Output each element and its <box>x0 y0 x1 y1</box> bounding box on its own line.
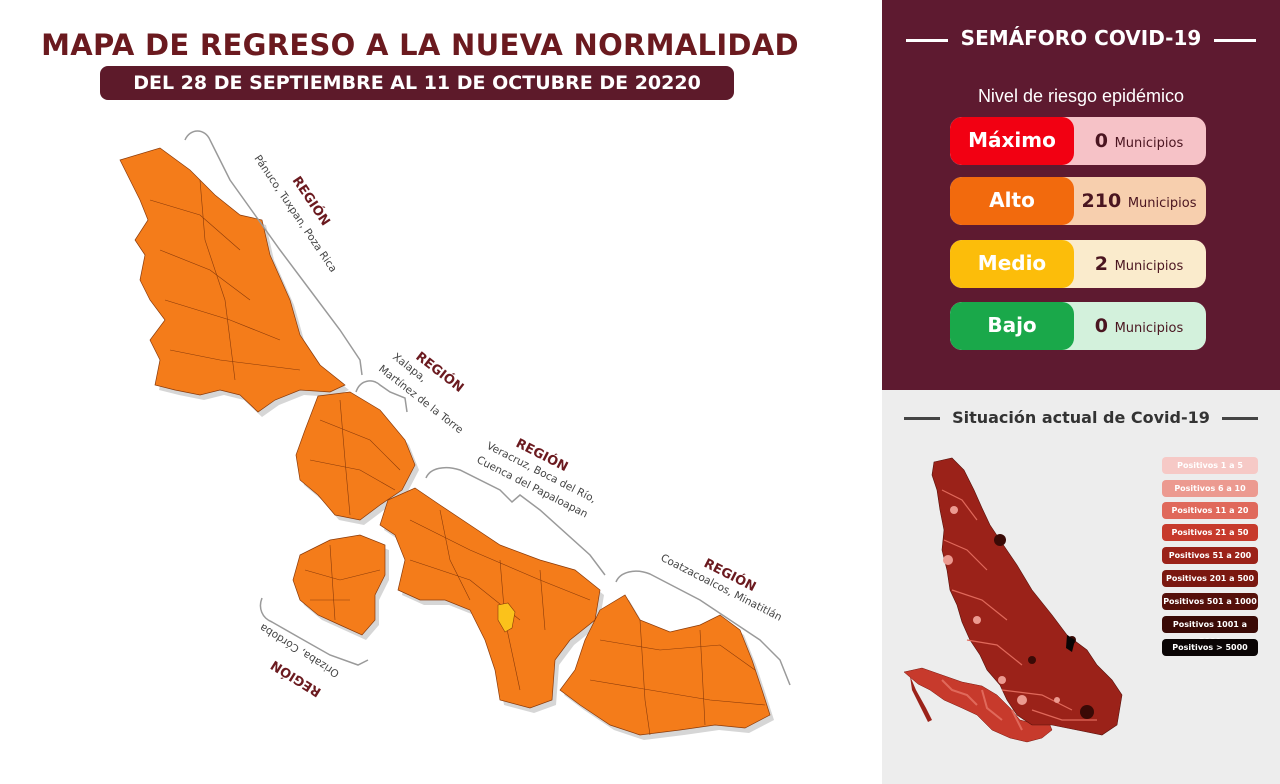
maximo-count-value: 0 <box>1094 130 1108 152</box>
legend-over-5000: Positivos > 5000 <box>1162 639 1258 656</box>
covid-cases-map <box>903 457 1123 743</box>
region-bracket-4 <box>615 570 791 686</box>
level-bajo-name: Bajo <box>950 302 1074 350</box>
region-bracket-2 <box>355 380 408 413</box>
level-maximo: Máximo 0 Municipios <box>950 117 1206 165</box>
alto-count-unit: Municipios <box>1127 196 1197 211</box>
legend-6-10: Positivos 6 a 10 <box>1162 480 1258 497</box>
legend-11-20: Positivos 11 a 20 <box>1162 502 1258 519</box>
level-alto: Alto 210 Municipios <box>950 177 1206 225</box>
semaforo-panel: SEMÁFORO COVID-19 Nivel de riesgo epidém… <box>882 0 1280 390</box>
region-bracket-1 <box>184 130 363 376</box>
mexico-map <box>903 667 1053 743</box>
situacion-panel: Situación actual de Covid-19 Positivos 1… <box>882 390 1280 784</box>
situacion-title: Situación actual de Covid-19 <box>952 408 1210 427</box>
date-range-text: DEL 28 DE SEPTIEMBRE AL 11 DE OCTUBRE DE… <box>133 72 701 94</box>
semaforo-title: SEMÁFORO COVID-19 <box>960 26 1202 50</box>
date-banner: DEL 28 DE SEPTIEMBRE AL 11 DE OCTUBRE DE… <box>100 66 734 100</box>
level-medio-name: Medio <box>950 240 1074 288</box>
level-maximo-name: Máximo <box>950 117 1074 165</box>
bajo-count-value: 0 <box>1094 315 1108 337</box>
level-alto-name: Alto <box>950 177 1074 225</box>
medio-count-value: 2 <box>1094 253 1108 275</box>
legend-21-50: Positivos 21 a 50 <box>1162 524 1258 541</box>
sit-divider-right <box>1222 417 1258 420</box>
page-title: MAPA DE REGRESO A LA NUEVA NORMALIDAD <box>41 28 799 62</box>
level-alto-count: 210 Municipios <box>1072 177 1206 225</box>
region-bracket-5 <box>259 597 369 666</box>
level-bajo: Bajo 0 Municipios <box>950 302 1206 350</box>
sit-divider-left <box>904 417 940 420</box>
legend-51-200: Positivos 51 a 200 <box>1162 547 1258 564</box>
legend-1-5: Positivos 1 a 5 <box>1162 457 1258 474</box>
risk-level-heading: Nivel de riesgo epidémico <box>977 86 1185 106</box>
level-maximo-count: 0 Municipios <box>1072 117 1206 165</box>
map-panel: MAPA DE REGRESO A LA NUEVA NORMALIDAD DE… <box>41 28 799 740</box>
veracruz-regions-map: REGIÓN Pánuco, Tuxpan, Poza Rica REGIÓN … <box>119 130 791 740</box>
region-bracket-3 <box>425 466 606 576</box>
divider-left <box>906 39 948 42</box>
level-bajo-count: 0 Municipios <box>1072 302 1206 350</box>
legend-501-1000: Positivos 501 a 1000 <box>1162 593 1258 610</box>
medio-count-unit: Municipios <box>1114 259 1184 274</box>
level-medio-count: 2 Municipios <box>1072 240 1206 288</box>
medio-municipality <box>497 602 516 633</box>
level-medio: Medio 2 Municipios <box>950 240 1206 288</box>
divider-right <box>1214 39 1256 42</box>
alto-count-value: 210 <box>1081 190 1122 212</box>
bajo-count-unit: Municipios <box>1114 321 1184 336</box>
legend-201-500: Positivos 201 a 500 <box>1162 570 1258 587</box>
baja-california <box>910 676 932 722</box>
maximo-count-unit: Municipios <box>1114 136 1184 151</box>
legend-1001-5000: Positivos 1001 a 5000 <box>1162 616 1258 646</box>
